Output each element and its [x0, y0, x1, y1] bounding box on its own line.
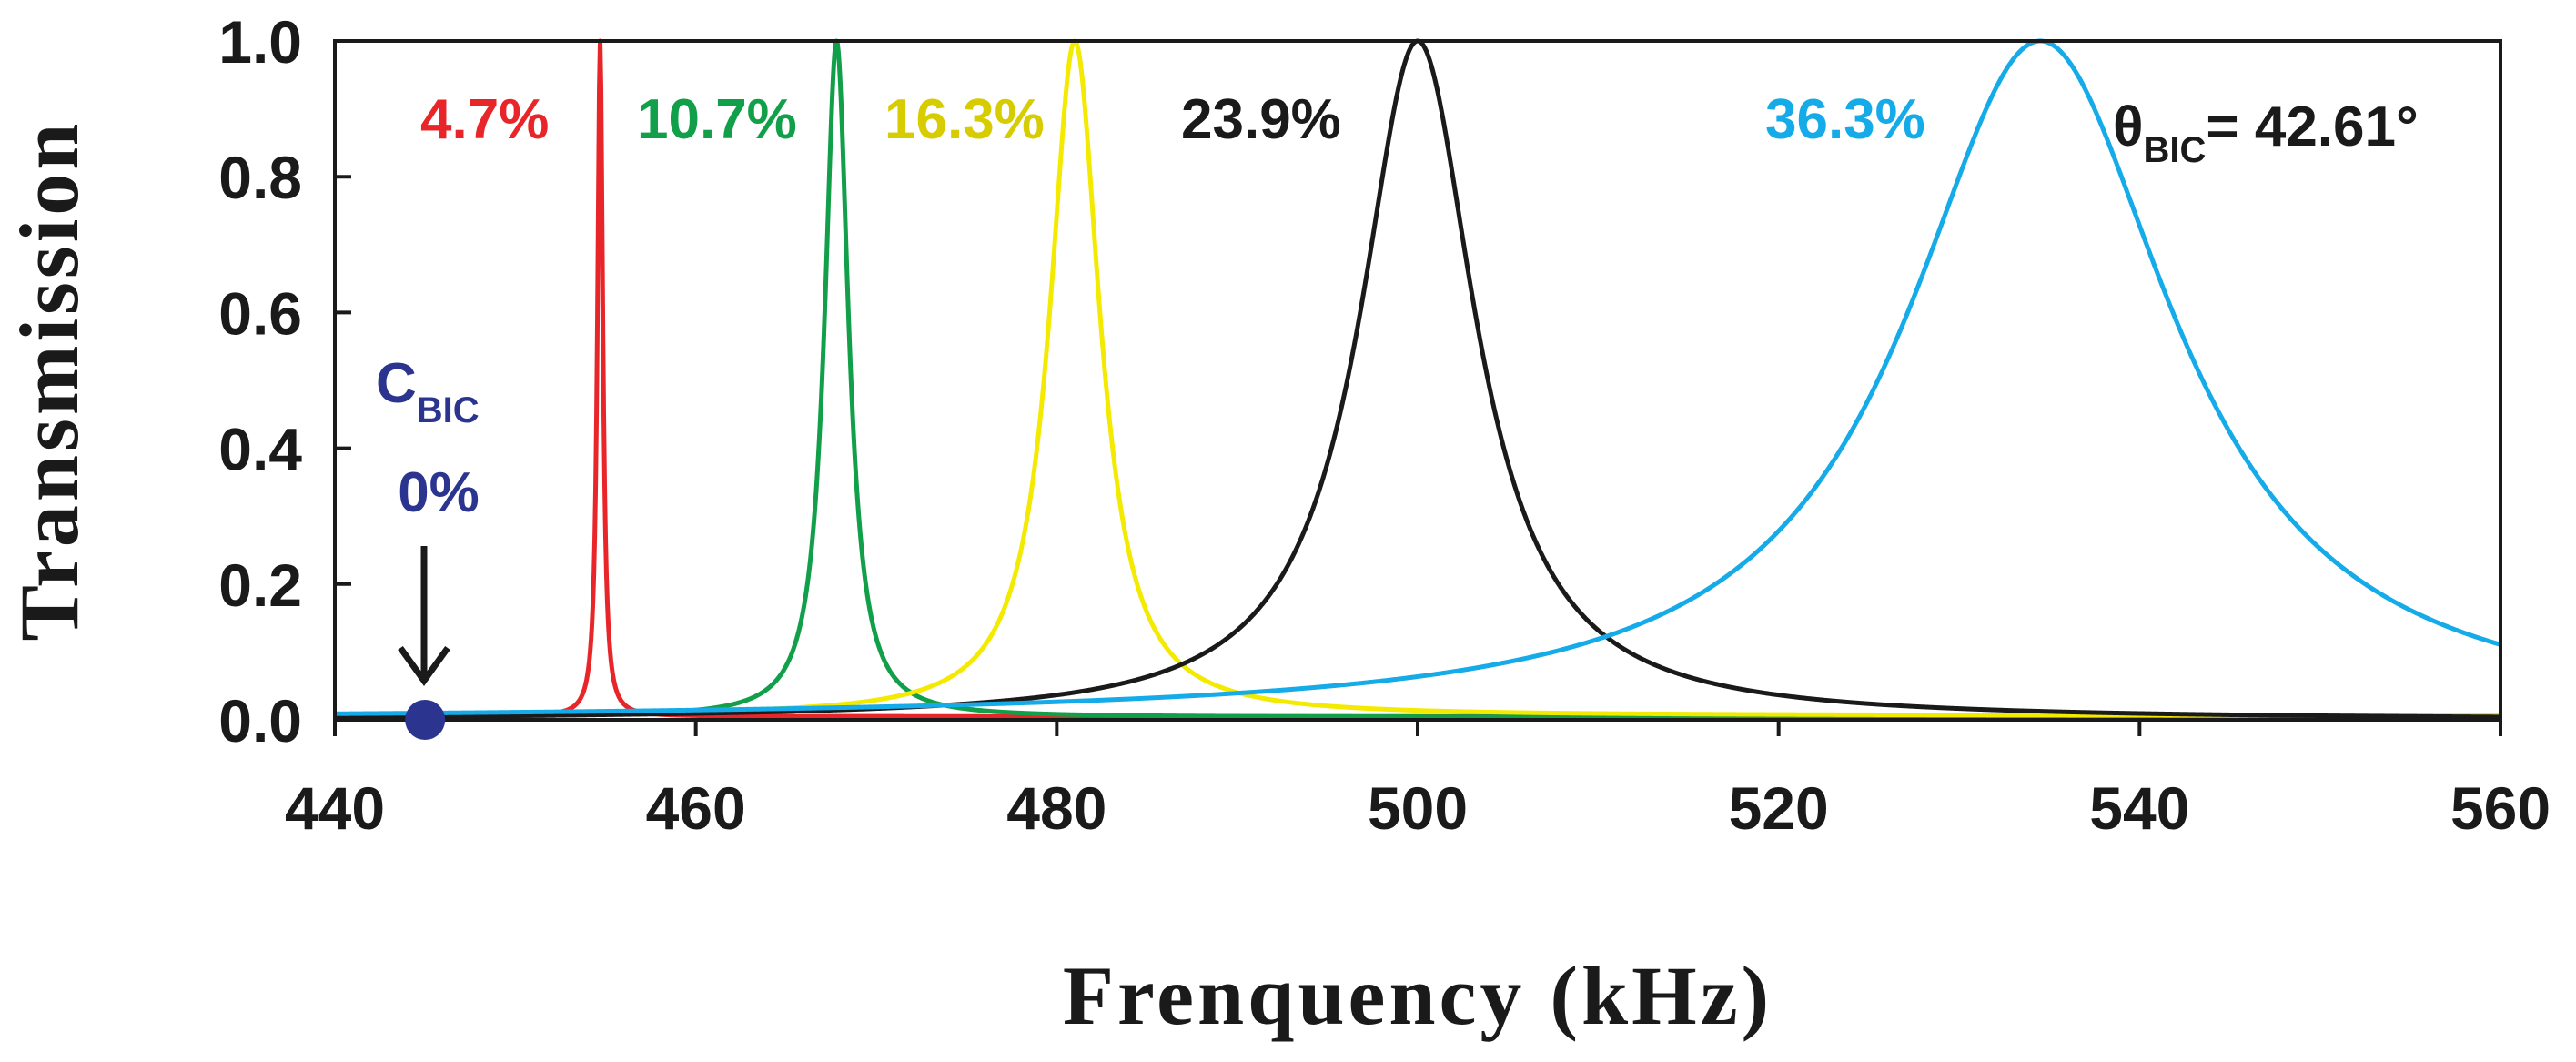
y-tick-label: 0.8	[218, 144, 302, 211]
series-curves	[333, 38, 2502, 720]
theta-value: = 42.61°	[2206, 96, 2418, 158]
theta-subscript: BIC	[2144, 130, 2207, 170]
c-bic-letter: C	[376, 352, 417, 415]
x-tick-label: 540	[2089, 774, 2189, 842]
c-bic-label: CBIC	[376, 352, 480, 430]
series-label-4-7: 4.7%	[420, 88, 549, 151]
bic-arrow-head	[398, 645, 450, 686]
y-tick-label: 0.2	[218, 551, 302, 619]
y-tick-label: 0.0	[218, 687, 302, 754]
x-tick-label: 500	[1368, 774, 1468, 842]
theta-bic-annotation: θBIC= 42.61°	[2113, 96, 2419, 170]
series-line-36-3pct	[333, 38, 2502, 716]
series-label-10-7: 10.7%	[637, 88, 797, 151]
y-tick-label: 0.4	[218, 416, 302, 483]
x-tick-label: 480	[1006, 774, 1106, 842]
axis-ticks: 440 460 480 500 520 540 560 0.0 0.2 0.4 0.6 0.8 1.0	[218, 8, 2551, 842]
x-axis-title: Frenquency (kHz)	[1063, 949, 1773, 1042]
c-bic-subscript: BIC	[417, 390, 480, 430]
series-label-36-3: 36.3%	[1765, 88, 1925, 151]
theta-symbol: θ	[2113, 96, 2144, 158]
x-tick-label: 520	[1729, 774, 1829, 842]
c-bic-value: 0%	[398, 461, 480, 524]
bic-point-marker	[405, 700, 446, 740]
y-tick-label: 1.0	[218, 8, 302, 76]
y-tick-label: 0.6	[218, 279, 302, 347]
x-tick-label: 460	[646, 774, 746, 842]
series-label-23-9: 23.9%	[1181, 88, 1341, 151]
series-label-16-3: 16.3%	[884, 88, 1045, 151]
x-tick-label: 560	[2450, 774, 2551, 842]
y-axis-title: Transmission	[3, 120, 96, 642]
x-tick-label: 440	[285, 774, 385, 842]
